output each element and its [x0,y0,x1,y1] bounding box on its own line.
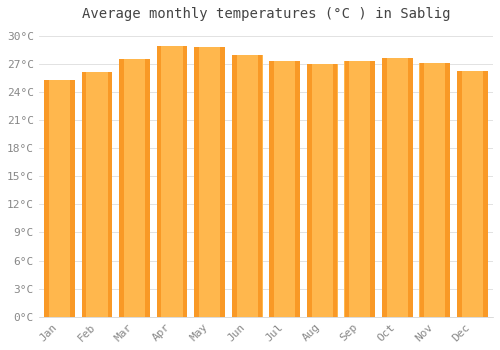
Bar [370,61,375,317]
Bar [157,46,162,317]
Bar [408,58,412,317]
Bar [333,64,338,317]
Title: Average monthly temperatures (°C ) in Sablig: Average monthly temperatures (°C ) in Sa… [82,7,450,21]
Bar [220,47,225,317]
Bar [82,72,112,317]
Bar [344,61,375,317]
Bar [119,59,150,317]
Bar [270,61,274,317]
Bar [420,63,424,317]
Bar [307,64,338,317]
Bar [270,61,300,317]
Bar [382,58,386,317]
Bar [232,55,262,317]
Bar [382,58,412,317]
Bar [156,46,188,317]
Bar [70,80,74,317]
Bar [194,47,225,317]
Bar [194,47,199,317]
Bar [44,80,75,317]
Bar [307,64,312,317]
Bar [457,71,462,317]
Bar [483,71,488,317]
Bar [232,55,236,317]
Bar [258,55,262,317]
Bar [145,59,150,317]
Bar [344,61,349,317]
Bar [182,46,188,317]
Bar [108,72,112,317]
Bar [120,59,124,317]
Bar [296,61,300,317]
Bar [446,63,450,317]
Bar [457,71,488,317]
Bar [44,80,49,317]
Bar [420,63,450,317]
Bar [82,72,86,317]
